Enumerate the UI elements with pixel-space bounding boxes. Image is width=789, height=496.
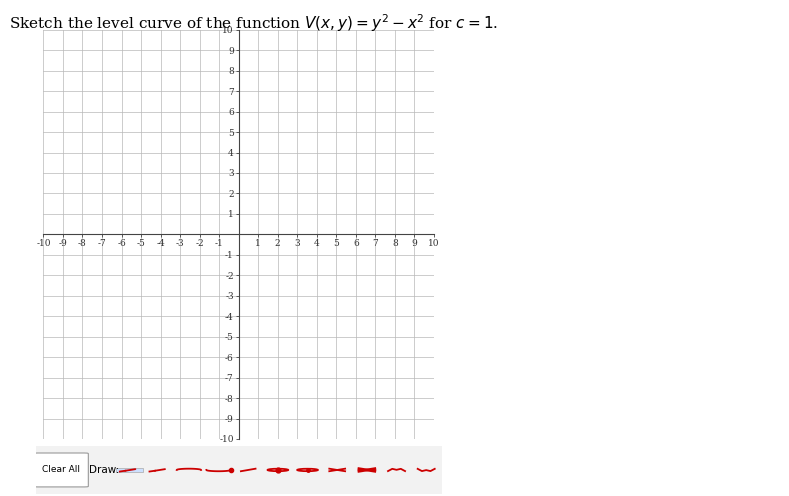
Text: Clear All: Clear All xyxy=(42,465,80,475)
FancyBboxPatch shape xyxy=(116,468,143,472)
Text: Draw:: Draw: xyxy=(89,465,119,475)
Text: Sketch the level curve of the function $V(x, y) = y^2 - x^2$ for $c = 1$.: Sketch the level curve of the function $… xyxy=(9,12,499,34)
FancyBboxPatch shape xyxy=(33,453,88,487)
